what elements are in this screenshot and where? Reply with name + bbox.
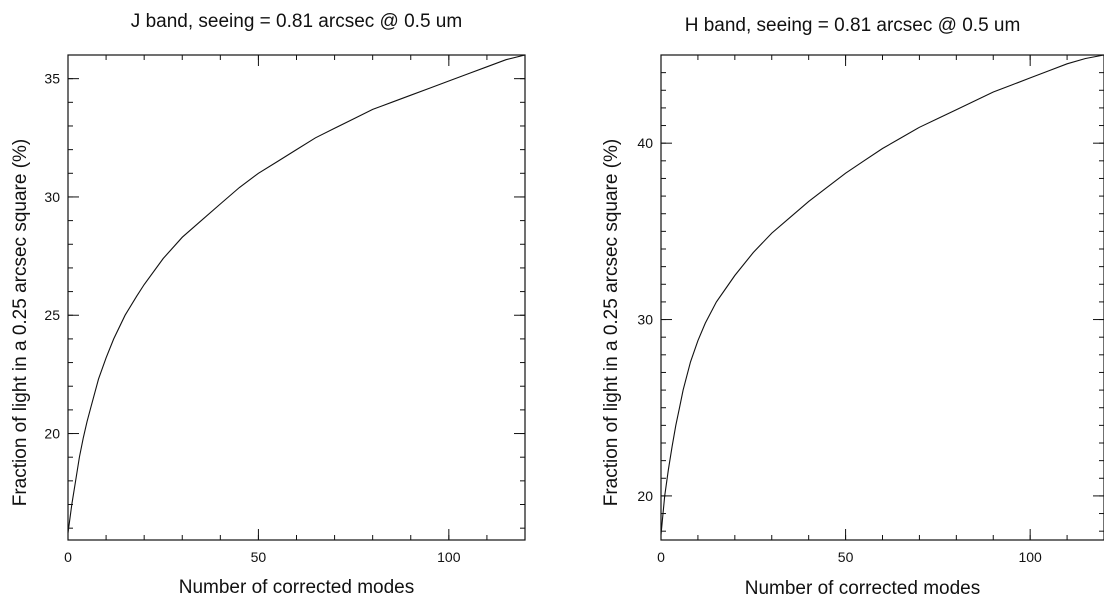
j-y-tick-label: 20	[44, 426, 60, 442]
j-y-tick-label: 30	[44, 189, 60, 205]
h-plot-frame	[660, 54, 1104, 541]
j-x-axis-label: Number of corrected modes	[179, 577, 415, 598]
j-x-tick-label: 100	[437, 549, 461, 565]
j-x-tick-label: 50	[251, 549, 267, 565]
j-y-tick-label: 35	[44, 71, 60, 87]
h-y-tick-label: 30	[637, 312, 653, 328]
h-chart: 0 50 100 20 30 40 H band, seeing = 0.81 arcsec…	[601, 15, 1104, 599]
h-x-tick-label: 0	[657, 549, 665, 565]
j-plot-frame	[67, 54, 526, 541]
j-y-axis-label: Fraction of light in a 0.25 arcsec squar…	[10, 139, 31, 507]
h-y-axis-label: Fraction of light in a 0.25 arcsec squar…	[601, 139, 622, 507]
j-chart-title: J band, seeing = 0.81 arcsec @ 0.5 um	[131, 11, 462, 32]
h-y-tick-label: 40	[637, 135, 653, 151]
h-chart-title: H band, seeing = 0.81 arcsec @ 0.5 um	[685, 15, 1021, 36]
h-x-axis-label: Number of corrected modes	[745, 578, 981, 599]
j-series-line	[67, 54, 526, 533]
h-x-tick-label: 100	[1018, 549, 1042, 565]
h-y-tick-label: 20	[637, 488, 653, 504]
h-series-line	[660, 54, 1104, 535]
j-y-tick-label: 25	[44, 307, 60, 323]
j-chart: 0 50 100 20 25 30 35 J band, seeing = 0.81 arcs…	[10, 11, 526, 598]
j-x-tick-label: 0	[64, 549, 72, 565]
h-x-tick-label: 50	[838, 549, 854, 565]
